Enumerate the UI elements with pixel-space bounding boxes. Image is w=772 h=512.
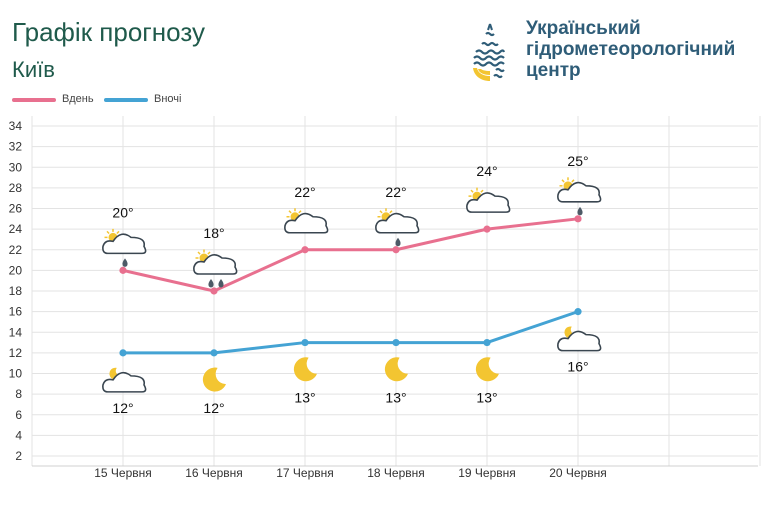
chart-title: Графік прогнозу <box>12 17 205 47</box>
y-tick-label: 6 <box>15 408 22 422</box>
x-tick-label: 18 Червня <box>367 466 425 480</box>
night-temp-label: 16° <box>567 359 588 375</box>
day-series-point[interactable] <box>210 287 218 295</box>
day-series-point[interactable] <box>392 246 400 254</box>
x-tick-label: 20 Червня <box>549 466 607 480</box>
x-tick-label: 15 Червня <box>94 466 152 480</box>
y-tick-label: 30 <box>9 160 23 174</box>
x-tick-label: 17 Червня <box>276 466 334 480</box>
moon-icon <box>202 367 226 392</box>
x-tick-label: 16 Червня <box>185 466 243 480</box>
partly-cloudy-icon <box>466 187 511 213</box>
drop-logo-icon <box>473 23 506 81</box>
night-temp-label: 13° <box>385 390 406 406</box>
day-temp-label: 22° <box>385 184 406 200</box>
moon-icon <box>475 357 499 382</box>
y-tick-label: 26 <box>9 202 23 216</box>
y-tick-label: 4 <box>15 428 22 442</box>
day-temp-label: 22° <box>294 184 315 200</box>
moon-icon <box>384 357 408 382</box>
brand-logo-block: Український гідрометеорологічний центр <box>466 18 766 88</box>
night-series-point[interactable] <box>301 338 309 347</box>
partly-cloudy-light-rain-icon <box>375 208 420 247</box>
y-tick-label: 20 <box>9 263 23 277</box>
partly-cloudy-light-rain-icon <box>557 177 602 216</box>
y-tick-label: 32 <box>9 140 23 154</box>
legend-label-night: Вночі <box>154 93 182 105</box>
y-tick-label: 14 <box>9 325 23 339</box>
y-tick-label: 12 <box>9 346 23 360</box>
day-temp-label: 24° <box>476 163 497 179</box>
day-temp-label: 25° <box>567 153 588 169</box>
day-series-point[interactable] <box>574 215 582 223</box>
day-temp-label: 18° <box>203 225 224 241</box>
legend-label-day: Вдень <box>62 93 94 105</box>
night-series-point[interactable] <box>392 338 400 347</box>
night-series-line <box>123 310 579 355</box>
y-tick-label: 22 <box>9 243 23 257</box>
legend-swatch-night <box>104 98 148 102</box>
night-temp-label: 12° <box>203 400 224 416</box>
night-series-point[interactable] <box>574 308 582 316</box>
chart-city: Київ <box>12 57 55 82</box>
y-tick-label: 2 <box>15 449 22 463</box>
brand-line-3: центр <box>526 60 581 81</box>
night-temp-label: 12° <box>112 400 133 416</box>
partly-cloudy-rain-icon <box>193 249 238 288</box>
night-temp-label: 13° <box>294 390 315 406</box>
day-series-point[interactable] <box>301 246 309 254</box>
legend-swatch-day <box>12 98 56 102</box>
night-temp-label: 13° <box>476 390 497 406</box>
brand-name: Український гідрометеорологічний центр <box>526 18 735 81</box>
night-series-point[interactable] <box>210 349 218 357</box>
moon-cloud-icon <box>102 367 147 393</box>
partly-cloudy-light-rain-icon <box>102 228 147 267</box>
moon-icon <box>293 357 317 382</box>
day-series-point[interactable] <box>119 266 127 274</box>
y-tick-label: 18 <box>9 284 23 298</box>
day-series-line <box>122 217 579 293</box>
moon-cloud-icon <box>557 326 602 352</box>
y-tick-label: 10 <box>9 367 23 381</box>
night-series-point[interactable] <box>119 349 127 357</box>
y-tick-label: 24 <box>9 222 23 236</box>
night-series-point[interactable] <box>483 338 491 347</box>
day-series-point[interactable] <box>483 225 491 233</box>
y-tick-label: 34 <box>9 119 23 133</box>
partly-cloudy-icon <box>284 208 329 234</box>
brand-line-2: гідрометеорологічний <box>526 39 736 60</box>
day-temp-label: 20° <box>112 204 133 220</box>
y-tick-label: 28 <box>9 181 23 195</box>
brand-line-1: Український <box>526 18 641 39</box>
x-tick-label: 19 Червня <box>458 466 516 480</box>
y-tick-label: 16 <box>9 305 23 319</box>
y-tick-label: 8 <box>15 387 22 401</box>
